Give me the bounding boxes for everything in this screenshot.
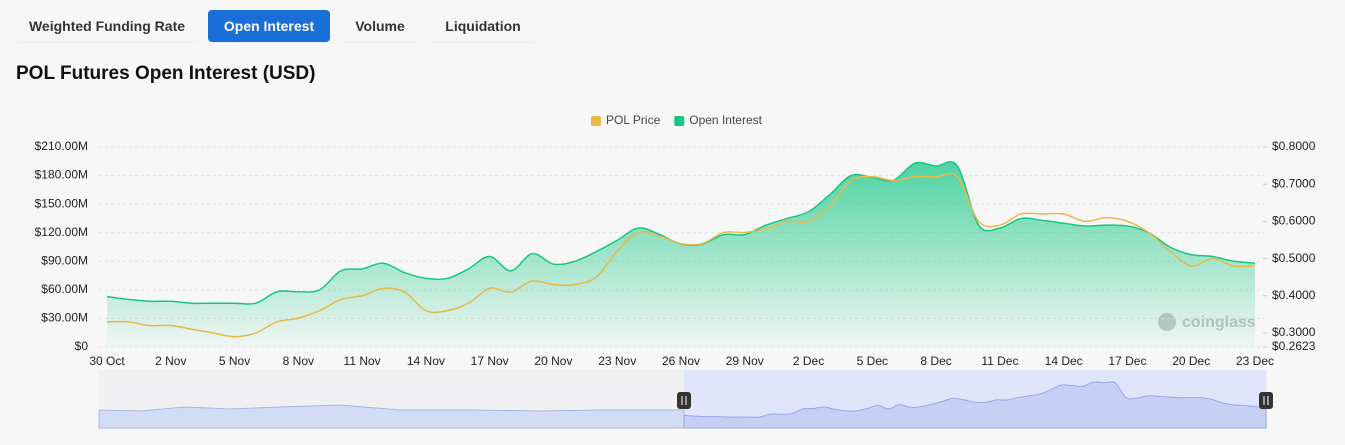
- y2-tick-label: $0.3000: [1272, 325, 1316, 339]
- y2-tick-label: $0.7000: [1272, 176, 1316, 190]
- area: [107, 161, 1255, 347]
- x-tick-label: 11 Nov: [344, 354, 381, 368]
- navigator-handle[interactable]: [677, 392, 691, 409]
- x-tick-label: 20 Dec: [1172, 354, 1210, 368]
- x-tick-label: 26 Nov: [662, 354, 700, 368]
- y-tick-label: $60.00M: [41, 282, 88, 296]
- legend-label: POL Price: [606, 113, 661, 127]
- x-tick-label: 5 Nov: [219, 354, 250, 368]
- x-tick-label: 17 Nov: [471, 354, 509, 368]
- y2-tick-label: $0.4000: [1272, 288, 1316, 302]
- navigator-area: [683, 381, 1267, 429]
- y2-tick-label: $0.8000: [1272, 139, 1316, 153]
- x-tick-label: 8 Nov: [283, 354, 314, 368]
- x-tick-label: 23 Dec: [1236, 354, 1274, 368]
- legend-swatch: [674, 116, 685, 126]
- tab[interactable]: Weighted Funding Rate: [16, 10, 198, 42]
- x-tick-label: 17 Dec: [1108, 354, 1146, 368]
- tab[interactable]: Volume: [340, 10, 420, 42]
- y-tick-label: $210.00M: [35, 139, 88, 153]
- legend: POL Price Open Interest: [591, 113, 763, 127]
- x-tick-label: 14 Nov: [407, 354, 445, 368]
- x-tick-label: 2 Dec: [793, 354, 824, 368]
- x-tick-label: 14 Dec: [1045, 354, 1083, 368]
- y2-tick-label: $0.5000: [1272, 251, 1316, 265]
- x-tick-label: 8 Dec: [920, 354, 951, 368]
- tab[interactable]: Liquidation: [430, 10, 536, 42]
- y-tick-label: $150.00M: [35, 196, 88, 210]
- line: [106, 172, 1256, 338]
- x-tick-label: 2 Nov: [155, 354, 186, 368]
- x-tick-label: 29 Nov: [726, 354, 764, 368]
- y-tick-label: $90.00M: [41, 253, 88, 267]
- tab[interactable]: Open Interest: [208, 10, 330, 42]
- y-tick-label: $0: [75, 339, 89, 353]
- x-tick-label: 20 Nov: [534, 354, 572, 368]
- x-tick-label: 5 Dec: [857, 354, 888, 368]
- y2-tick-label: $0.2623: [1272, 339, 1316, 353]
- x-tick-label: 23 Nov: [598, 354, 636, 368]
- x-tick-label: 30 Oct: [89, 354, 125, 368]
- y-tick-label: $180.00M: [35, 168, 88, 182]
- y-tick-label: $30.00M: [41, 311, 88, 325]
- legend-swatch: [591, 116, 601, 126]
- y-tick-label: $120.00M: [35, 225, 88, 239]
- y2-tick-label: $0.6000: [1272, 214, 1316, 228]
- x-tick-label: 11 Dec: [981, 354, 1018, 368]
- navigator-handle[interactable]: [1259, 392, 1273, 409]
- legend-label: Open Interest: [689, 113, 762, 127]
- chart-title: POL Futures Open Interest (USD): [16, 63, 316, 84]
